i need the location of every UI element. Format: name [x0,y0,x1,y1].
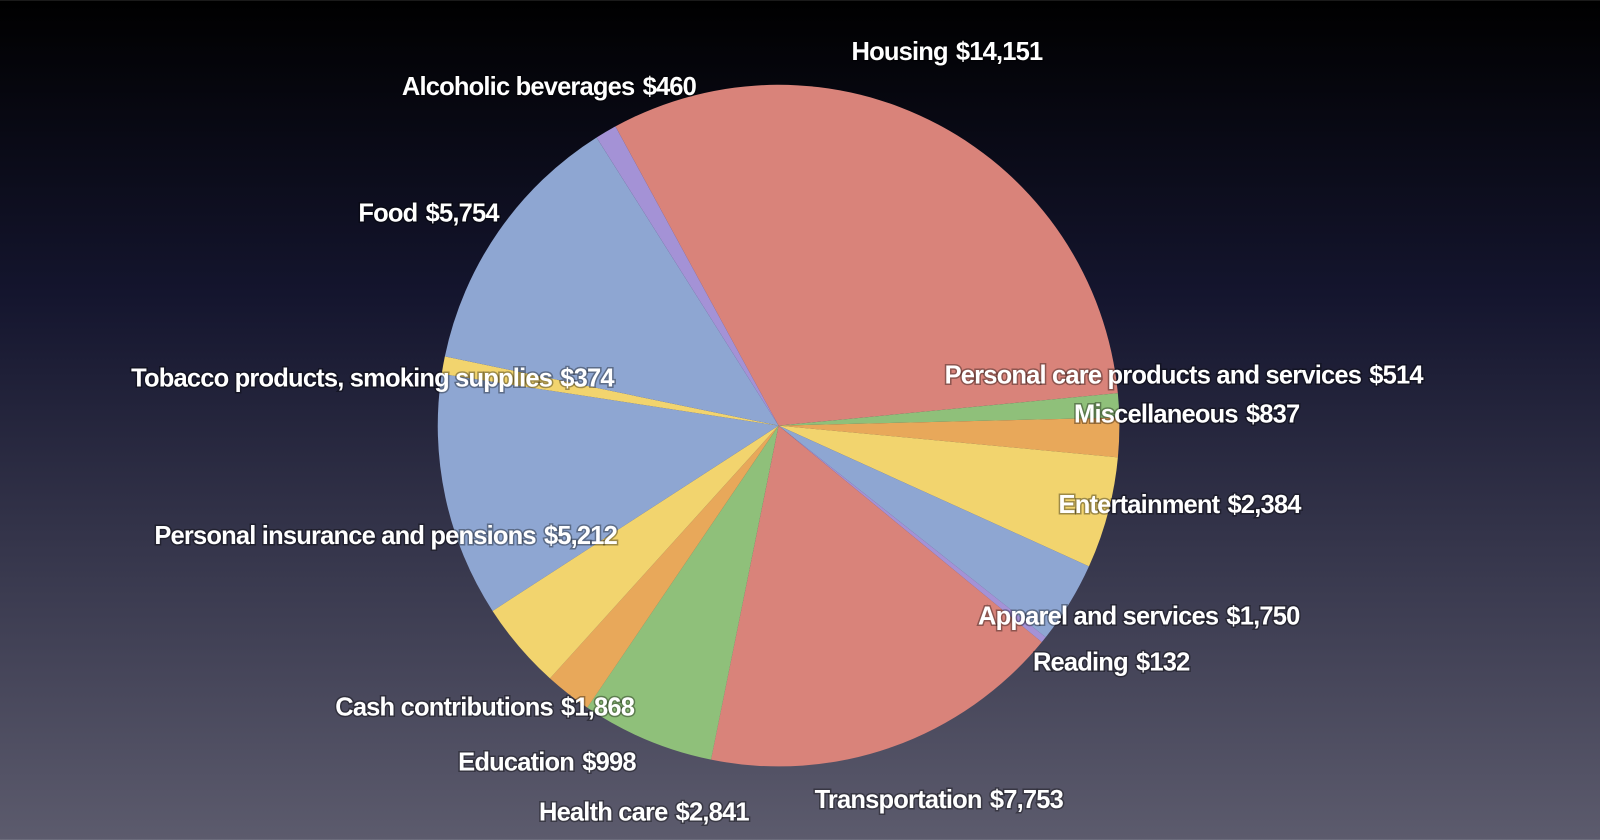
slice-label: Reading $132 [1033,648,1190,676]
slice-value: $132 [1136,648,1190,676]
slice-label: Education $998 [458,748,636,776]
slice-value: $460 [643,73,697,101]
slice-label: Miscellaneous $837 [1074,400,1300,428]
slice-value: $2,841 [676,798,750,826]
slice-value: $5,212 [544,522,618,550]
pie-slice [778,425,1046,643]
slice-category: Transportation [815,786,982,814]
slice-category: Alcoholic beverages [402,73,635,101]
slice-value: $7,753 [990,786,1064,814]
pie-slice [778,425,1089,638]
slice-category: Housing [851,38,947,66]
pie-slice [492,425,779,679]
slice-category: Personal care products and services [945,361,1362,389]
slice-label: Health care $2,841 [539,798,749,826]
slice-label: Housing $14,151 [851,38,1043,66]
slice-category: Food [358,199,417,227]
pie-slice [778,425,1118,567]
slice-value: $374 [560,364,615,392]
slice-value: $14,151 [956,38,1043,66]
slice-value: $5,754 [426,199,501,227]
pie-slice [587,425,779,760]
slice-label: Tobacco products, smoking supplies $374 [131,364,615,392]
slice-value: $1,868 [561,693,635,721]
slice-category: Cash contributions [335,693,553,721]
slice-category: Reading [1033,648,1128,676]
slice-label: Alcoholic beverages $460 [402,73,697,101]
pie-slice [437,373,779,611]
slice-category: Apparel and services [978,602,1219,630]
labels: Housing $14,151 Personal care products and… [130,36,1427,827]
pie-slice [441,356,779,426]
pie-slice [778,417,1120,458]
slice-label: Personal care products and services $514 [945,361,1425,389]
pie-slice [549,425,779,708]
pie-slice [615,84,1118,426]
slice-label: Apparel and services $1,750 [978,602,1300,630]
slice-value: $837 [1246,400,1300,428]
slice-category: Health care [539,798,668,826]
slice-label: Personal insurance and pensions $5,212 [154,522,617,550]
pie [437,84,1120,767]
slice-category: Tobacco products, smoking supplies [131,364,553,392]
slice-value: $1,750 [1226,602,1300,630]
slice-label: Entertainment $2,384 [1059,491,1303,519]
pie-slice [778,393,1120,426]
pie-slice [711,425,1042,767]
slice-category: Miscellaneous [1074,400,1238,428]
slice-category: Entertainment [1059,491,1221,519]
slice-label: Transportation $7,753 [815,786,1064,814]
slice-value: $2,384 [1228,491,1303,519]
slice-category: Personal insurance and pensions [154,522,536,550]
slice-category: Education [458,748,574,776]
slice-label: Cash contributions $1,868 [335,693,635,721]
pie-slice [596,126,779,426]
slice-label: Food $5,754 [358,199,500,227]
slice-value: $514 [1369,361,1424,389]
pie-slice [444,137,779,426]
slice-value: $998 [582,748,636,776]
